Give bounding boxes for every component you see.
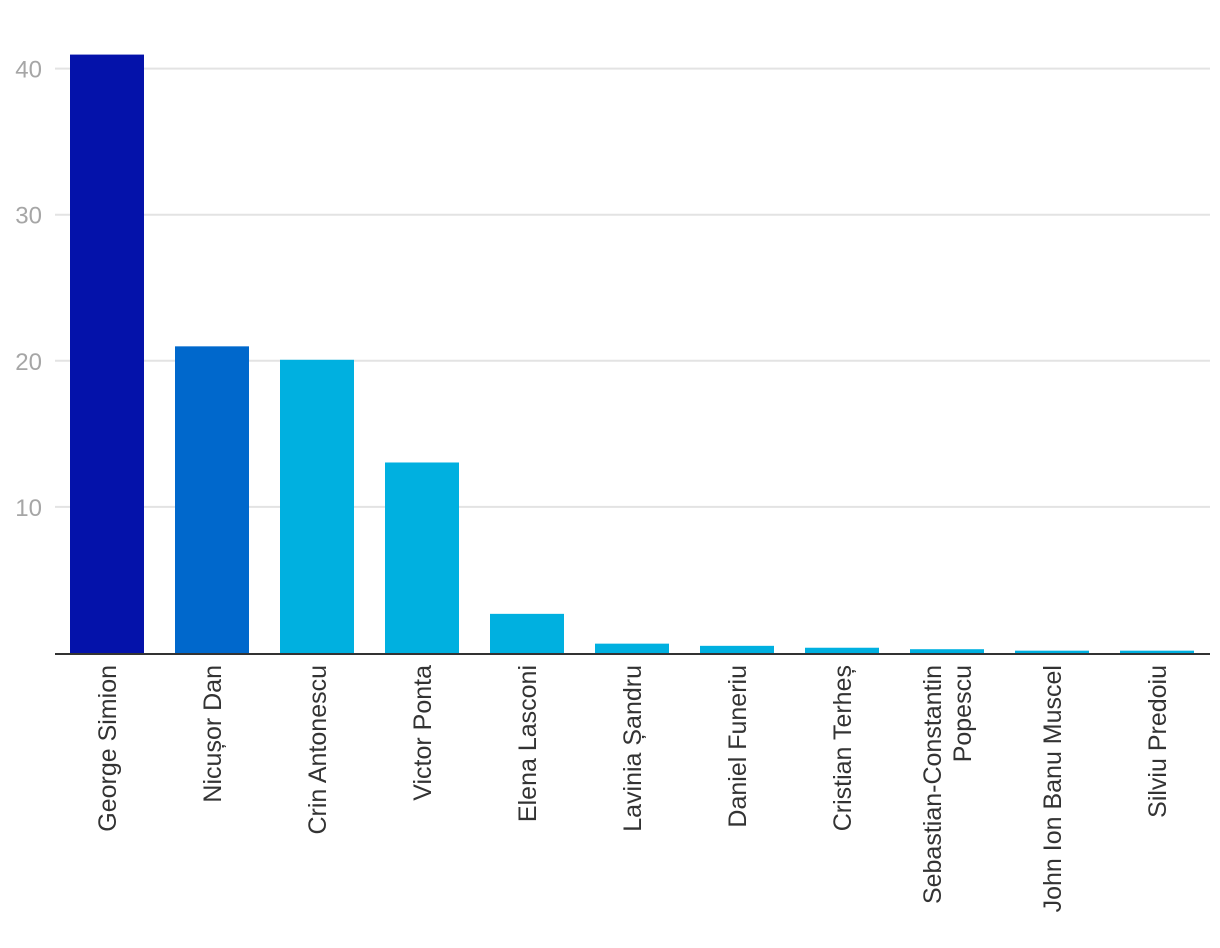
y-tick-label: 20 [15,349,42,376]
x-tick-label-line: Popescu [949,665,977,762]
x-tick-label-line: Sebastian-Constantin [919,665,947,904]
bar [805,647,879,653]
bar [1120,650,1194,653]
x-axis-labels: George Simion Nicușor Dan Crin Antonescu Vi… [94,665,1172,912]
y-tick-label: 10 [15,495,42,522]
x-tick-label-line: Victor Ponta [409,665,437,801]
x-tick-label: Victor Ponta [409,665,437,801]
bar [280,359,354,653]
x-tick-label-line: Daniel Funeriu [724,665,752,828]
bar [700,645,774,653]
bar [490,613,564,653]
bar [385,462,459,653]
x-tick-label-line: Cristian Terheș [829,665,857,831]
x-tick-label-line: Crin Antonescu [304,665,332,835]
x-tick-label-line: John Ion Banu Muscel [1039,665,1067,912]
x-tick-label: Crin Antonescu [304,665,332,835]
x-tick-label: Daniel Funeriu [724,665,752,828]
x-tick-label: Cristian Terheș [829,665,857,831]
x-tick-label-line: Lavinia Șandru [619,665,647,832]
x-tick-label: Elena Lasconi [514,665,542,822]
x-tick-label: John Ion Banu Muscel [1039,665,1067,912]
y-axis-ticks: 10 20 30 40 [15,57,42,522]
bar [175,346,249,653]
bar [1015,650,1089,653]
x-tick-label-line: Nicușor Dan [199,665,227,803]
x-tick-label: Silviu Predoiu [1144,665,1172,818]
x-tick-label: George Simion [94,665,122,832]
bars [70,54,1194,653]
bar [70,54,144,653]
bar [595,643,669,653]
y-tick-label: 30 [15,203,42,230]
x-tick-label-line: George Simion [94,665,122,832]
bar [910,649,984,653]
x-tick-label-line: Silviu Predoiu [1144,665,1172,818]
x-tick-label: Sebastian-ConstantinPopescu [919,665,977,904]
x-tick-label: Nicușor Dan [199,665,227,803]
x-tick-label: Lavinia Șandru [619,665,647,832]
x-tick-label-line: Elena Lasconi [514,665,542,822]
y-tick-label: 40 [15,57,42,84]
